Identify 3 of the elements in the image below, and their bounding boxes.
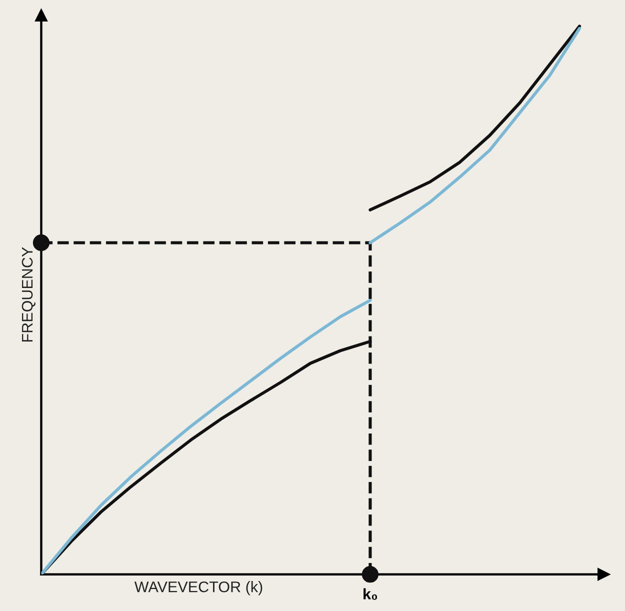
x-axis-title: WAVEVECTOR (k) (134, 581, 262, 596)
text: k₀ (364, 588, 378, 600)
y-axis-title: FREQUENCY (22, 247, 36, 342)
